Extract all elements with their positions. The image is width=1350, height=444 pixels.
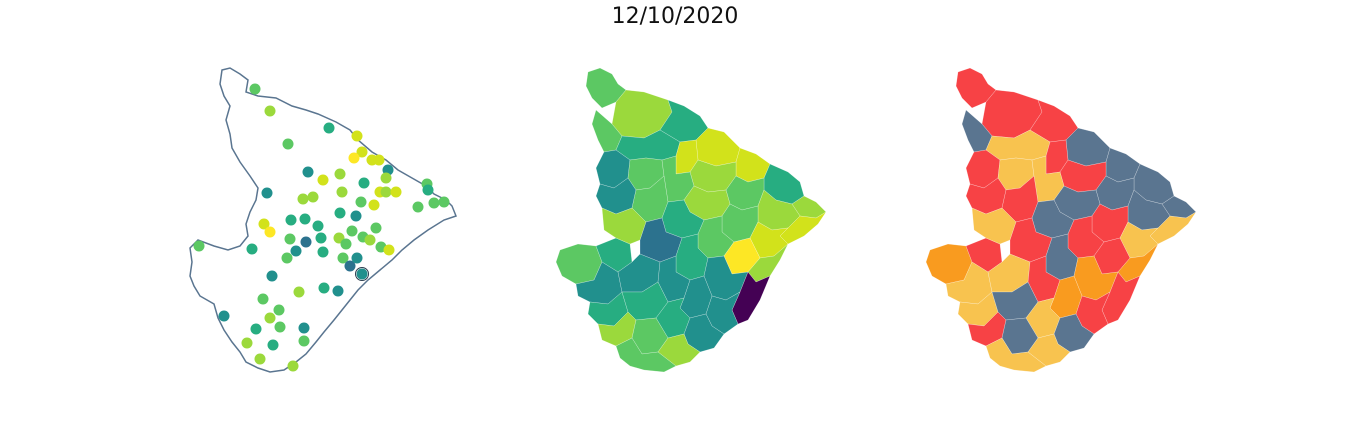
data-point [332, 285, 344, 297]
data-point [274, 321, 286, 333]
data-point [290, 245, 302, 257]
point-map [189, 67, 457, 373]
data-point [337, 252, 349, 264]
data-point [412, 201, 424, 213]
data-point [285, 214, 297, 226]
data-point [264, 312, 276, 324]
data-point [380, 186, 392, 198]
data-point [298, 335, 310, 347]
data-point [284, 233, 296, 245]
data-point [261, 187, 273, 199]
data-point [390, 186, 402, 198]
data-point [287, 360, 299, 372]
municipality-region [985, 337, 1047, 373]
category-layer [925, 67, 1197, 373]
data-point [380, 172, 392, 184]
data-point [368, 199, 380, 211]
data-point [383, 244, 395, 256]
category-map [925, 67, 1197, 373]
points-layer [193, 83, 450, 372]
data-point [340, 238, 352, 250]
data-point [351, 252, 363, 264]
data-point [302, 166, 314, 178]
data-point [297, 193, 309, 205]
highlighted-point [355, 267, 369, 281]
data-point [364, 234, 376, 246]
data-point [281, 252, 293, 264]
state-outline [189, 67, 457, 373]
data-point [218, 310, 230, 322]
data-point [370, 222, 382, 234]
data-point [323, 122, 335, 134]
data-point [264, 226, 276, 238]
data-point [258, 218, 270, 230]
municipality-region [615, 337, 677, 373]
data-point [334, 207, 346, 219]
data-point [273, 304, 285, 316]
data-point [312, 220, 324, 232]
data-point [307, 191, 319, 203]
data-point [315, 232, 327, 244]
choropleth-map [555, 67, 827, 373]
data-point [318, 282, 330, 294]
data-point [348, 152, 360, 164]
data-point [317, 174, 329, 186]
data-point [267, 339, 279, 351]
data-point [282, 138, 294, 150]
data-point [428, 197, 440, 209]
data-point [351, 130, 363, 142]
data-point [300, 236, 312, 248]
data-point [358, 177, 370, 189]
data-point [250, 323, 262, 335]
data-point [254, 353, 266, 365]
data-point [246, 243, 258, 255]
data-point [298, 322, 310, 334]
data-point [438, 196, 450, 208]
choropleth-layer [555, 67, 827, 373]
data-point [257, 293, 269, 305]
data-point [346, 225, 358, 237]
data-point [422, 184, 434, 196]
figure-title: 12/10/2020 [611, 4, 739, 29]
data-point [241, 337, 253, 349]
municipality-region [695, 127, 741, 167]
data-point [373, 154, 385, 166]
data-point [334, 168, 346, 180]
data-point [356, 268, 368, 280]
data-point [317, 246, 329, 258]
data-point [193, 240, 205, 252]
data-point [350, 210, 362, 222]
data-point [299, 213, 311, 225]
data-point [336, 186, 348, 198]
municipality-region [1065, 127, 1111, 167]
data-point [356, 146, 368, 158]
data-point [249, 83, 261, 95]
data-point [264, 105, 276, 117]
data-point [293, 286, 305, 298]
data-point [266, 270, 278, 282]
data-point [355, 196, 367, 208]
data-point [344, 260, 356, 272]
